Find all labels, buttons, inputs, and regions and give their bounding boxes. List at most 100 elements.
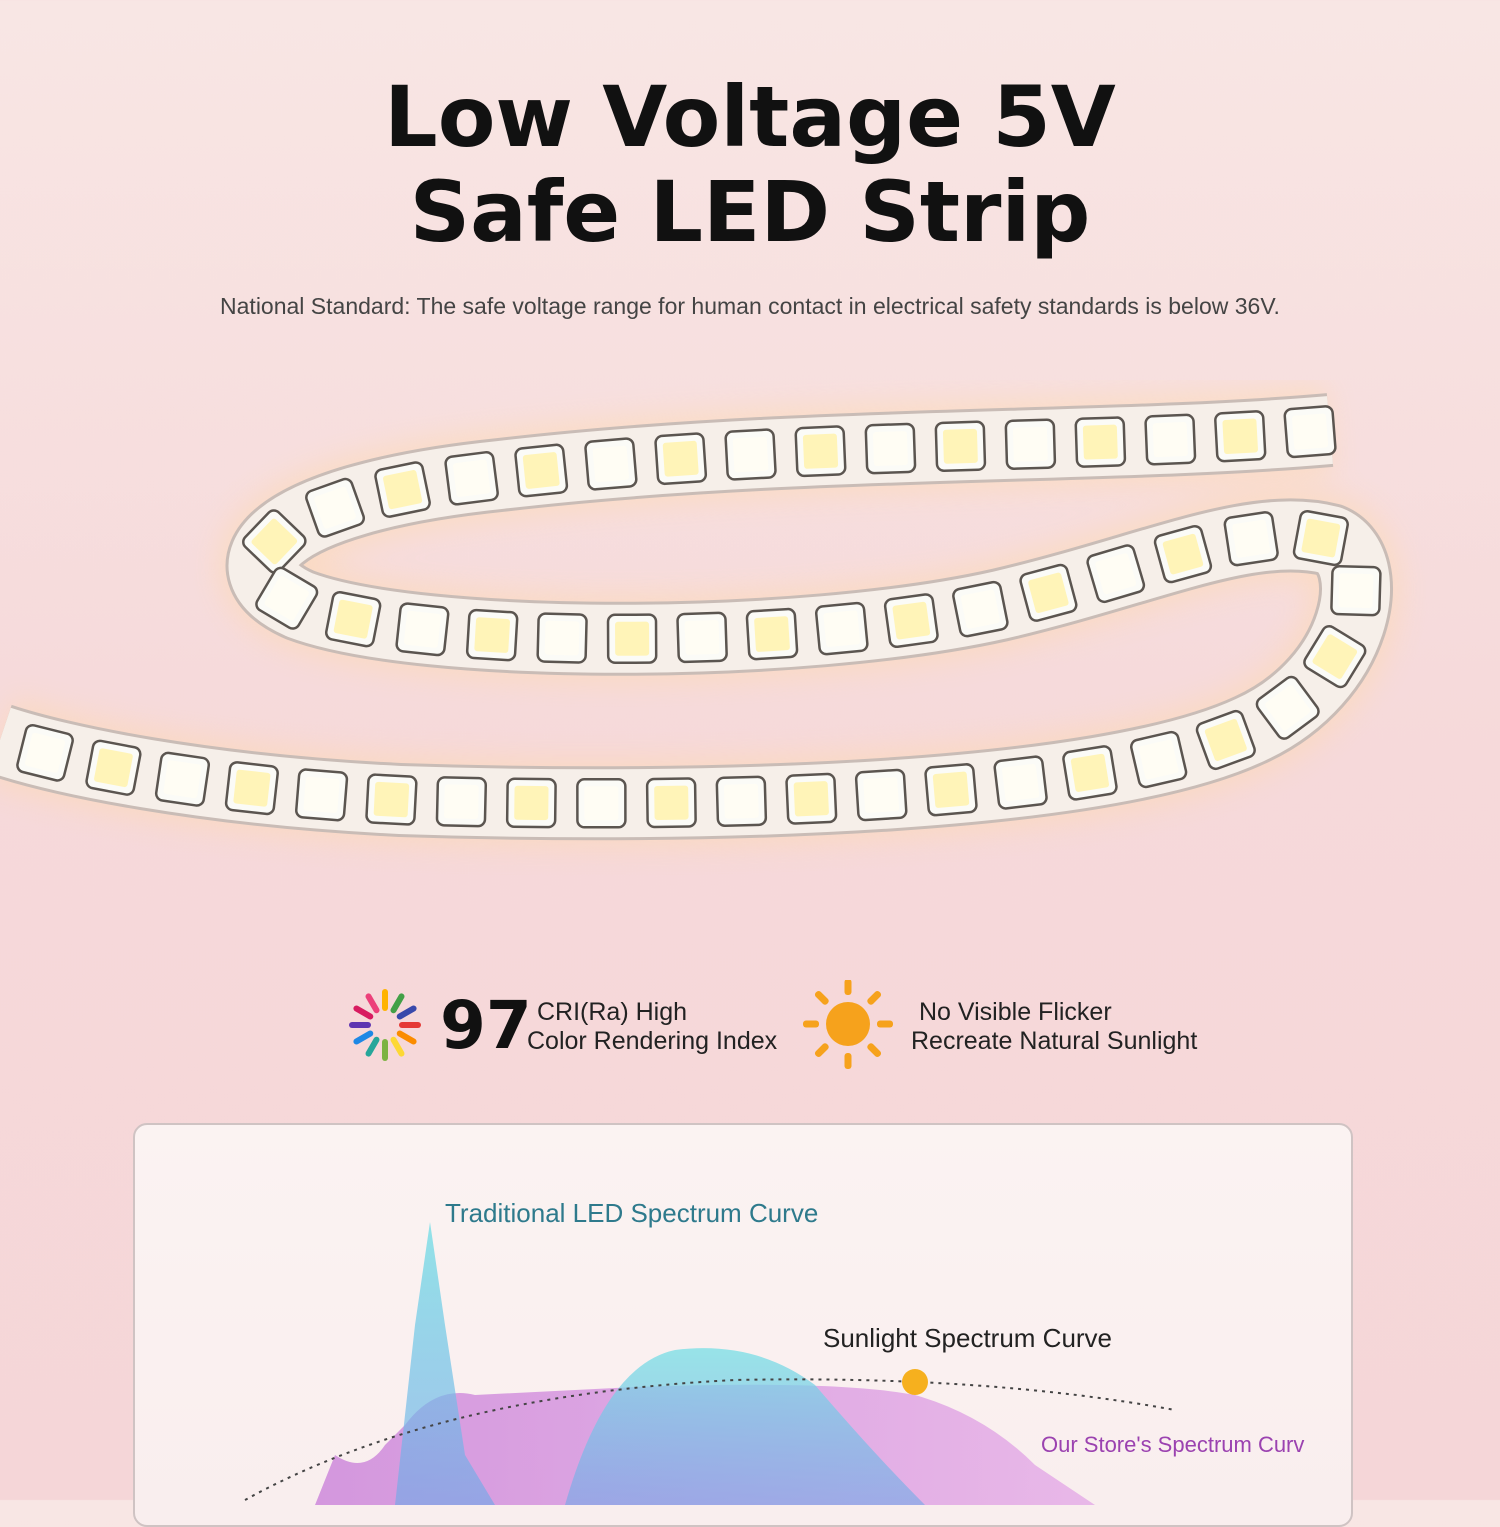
led [724,428,777,481]
led [1074,416,1127,468]
led-chip [1070,753,1110,792]
led-chip [802,433,839,469]
led [794,425,847,478]
ray [814,1043,829,1058]
led [242,509,307,574]
led-chip [932,771,970,808]
led-chip [444,784,479,820]
led [1129,730,1188,789]
sunlight-curve [244,1378,1176,1501]
led [536,612,588,664]
ray [867,990,882,1005]
spectrum-panel: Traditional LED Spectrum Curve Sunlight … [133,1123,1353,1527]
ray [365,1036,380,1057]
led-chip [1012,426,1048,462]
ray [396,1005,417,1020]
ray [382,1039,388,1061]
title-line: Low Voltage 5V [384,68,1116,166]
led [584,437,638,491]
led-chip [1082,424,1118,460]
led [993,755,1048,810]
led-chip [403,610,441,648]
led-chip [264,576,309,621]
led [576,778,627,829]
led-chip [872,431,908,467]
led [305,477,366,538]
led-chip [383,470,423,510]
led-chip [1095,553,1137,595]
led-chip [1292,413,1329,450]
led [1223,511,1279,567]
led [745,607,799,661]
led-chip [1162,533,1204,575]
led [1004,418,1057,470]
led [654,432,708,486]
led-chip [25,732,66,773]
led-chip [333,599,373,639]
led-chip [1028,572,1069,613]
led [676,611,728,664]
led [1195,709,1256,771]
led-chip [823,610,861,647]
led-chip [723,783,759,819]
ray [353,1005,374,1020]
sun-dot [902,1369,928,1395]
led-chip [373,781,410,818]
led [365,773,418,826]
leds [16,405,1382,829]
ray [814,990,829,1005]
led [1255,675,1320,740]
led [1330,564,1382,617]
led [465,608,519,662]
led-chip [960,589,1000,629]
spectrum-illustration: Traditional LED Spectrum Curve Sunlight … [244,1198,1304,1505]
led [435,776,488,828]
led [374,461,431,518]
label: Sunlight Spectrum Curve [823,1323,1112,1353]
led-chip [654,785,689,820]
ray [396,1030,417,1045]
label: Traditional LED Spectrum Curve [445,1198,818,1228]
subtitle: National Standard: The safe voltage rang… [220,293,1280,319]
led-chip [514,785,549,821]
led [952,580,1009,638]
traditional-peak [395,1222,495,1505]
feature-line: Recreate Natural Sunlight [911,1027,1198,1055]
led [785,772,838,825]
ray [349,1022,371,1028]
led [715,775,768,828]
led [1283,405,1337,459]
led [1019,563,1078,622]
title-line: Safe LED Strip [409,163,1091,261]
label: Our Store's Spectrum Curv [1041,1432,1304,1457]
feature-line: Color Rendering Index [527,1027,778,1055]
led-chip [892,601,931,640]
ray [867,1043,882,1058]
led-chip [942,428,978,464]
led-chip [1002,764,1040,802]
led-chip [233,769,271,807]
led [934,420,987,473]
led [883,593,939,649]
led [1303,624,1367,689]
led-chip [251,518,298,565]
ray [803,1020,819,1028]
led-chip [732,436,769,473]
ray [382,989,388,1011]
led-chip [94,748,133,788]
led-chip [1312,634,1358,679]
led [505,777,557,829]
led [255,566,319,630]
led-strip-image [0,385,1401,849]
feature-text: No Visible Flicker Recreate Natural Sunl… [911,998,1197,1056]
led-chip [163,760,202,799]
ray [353,1030,374,1045]
led-chip [544,620,580,656]
led-chip [754,616,790,652]
led [444,451,499,506]
led [924,763,978,817]
ray [844,980,852,995]
led [395,602,450,657]
led-chip [1204,719,1247,761]
led-chip [1222,418,1258,455]
